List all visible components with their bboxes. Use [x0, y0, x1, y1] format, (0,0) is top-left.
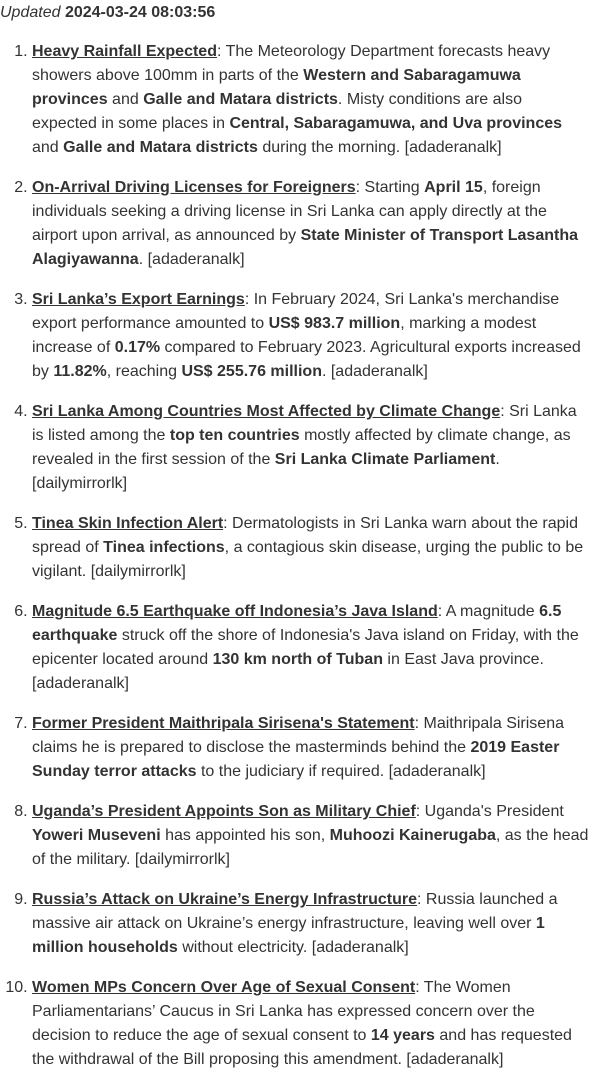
news-headline-link[interactable]: Magnitude 6.5 Earthquake off Indonesia’s… [32, 603, 438, 620]
news-highlight: 1 million households [32, 915, 545, 956]
news-text: in East Java province. [adaderanalk] [32, 651, 544, 692]
news-highlight: 14 years [370, 1027, 435, 1044]
news-text: : Russia launched a massive air attack o… [32, 891, 558, 932]
news-text: compared to February 2023. Agricultural … [32, 339, 581, 380]
news-text: , marking a modest increase of [32, 315, 537, 356]
news-highlight: Galle and Matara districts [63, 139, 258, 156]
news-item: Heavy Rainfall Expected: The Meteorology… [32, 40, 590, 160]
news-text: : The Women Parliamentarians’ Caucus in … [32, 979, 535, 1044]
news-text: : Uganda's President [415, 803, 564, 820]
news-text: and [32, 139, 64, 156]
news-text: : The Meteorology Department forecasts h… [32, 43, 551, 84]
news-text: . [adaderanalk] [138, 251, 245, 268]
news-text: , a contagious skin disease, urging the … [32, 539, 584, 580]
news-headline-link[interactable]: Women MPs Concern Over Age of Sexual Con… [32, 979, 416, 996]
news-highlight: Western and Sabaragamuwa provinces [32, 67, 521, 108]
news-highlight: top ten countries [169, 427, 300, 444]
news-list: Heavy Rainfall Expected: The Meteorology… [0, 40, 590, 1072]
news-highlight: 6.5 earthquake [32, 603, 562, 644]
news-text: has appointed his son, [160, 827, 330, 844]
news-item: Women MPs Concern Over Age of Sexual Con… [32, 976, 590, 1072]
news-highlight: Tinea infections [103, 539, 225, 556]
news-headline-link[interactable]: Sri Lanka Among Countries Most Affected … [32, 403, 501, 420]
news-item: Sri Lanka Among Countries Most Affected … [32, 400, 590, 496]
news-headline-link[interactable]: Tinea Skin Infection Alert [32, 515, 224, 532]
news-text: : Starting [355, 179, 425, 196]
news-item: Tinea Skin Infection Alert: Dermatologis… [32, 512, 590, 584]
news-headline-link[interactable]: Uganda’s President Appoints Son as Milit… [32, 803, 416, 820]
news-text: without electricity. [adaderanalk] [177, 939, 409, 956]
update-timestamp-line: Updated 2024-03-24 08:03:56 [0, 1, 215, 25]
news-text: and has requested the withdrawal of the … [32, 1027, 572, 1068]
news-text: , as the head of the military. [dailymir… [32, 827, 589, 868]
news-highlight: State Minister of Transport Lasantha Ala… [32, 227, 578, 268]
updated-timestamp: 2024-03-24 08:03:56 [64, 4, 216, 21]
news-highlight: Galle and Matara districts [143, 91, 338, 108]
news-text: . Misty conditions are also expected in … [32, 91, 522, 132]
news-highlight: Yoweri Museveni [32, 827, 161, 844]
news-highlight: 2019 Easter Sunday terror attacks [32, 739, 560, 780]
news-highlight: Muhoozi Kainerugaba [329, 827, 496, 844]
news-item: Russia’s Attack on Ukraine’s Energy Infr… [32, 888, 590, 960]
news-text: : Maithripala Sirisena claims he is prep… [32, 715, 564, 756]
updated-label: Updated [0, 4, 61, 21]
news-item: On-Arrival Driving Licenses for Foreigne… [32, 176, 590, 272]
news-headline-link[interactable]: Former President Maithripala Sirisena's … [32, 715, 415, 732]
news-text: : Sri Lanka is listed among the [32, 403, 577, 444]
news-highlight: US$ 255.76 million [181, 363, 322, 380]
news-text: , foreign individuals seeking a driving … [32, 179, 547, 244]
news-item: Former President Maithripala Sirisena's … [32, 712, 590, 784]
news-text: : Dermatologists in Sri Lanka warn about… [32, 515, 579, 556]
news-headline-link[interactable]: On-Arrival Driving Licenses for Foreigne… [32, 179, 356, 196]
news-text: . [dailymirrorlk] [32, 451, 500, 492]
news-text: during the morning. [adaderanalk] [257, 139, 502, 156]
news-highlight: 130 km north of Tuban [212, 651, 383, 668]
news-item: Sri Lanka’s Export Earnings: In February… [32, 288, 590, 384]
news-highlight: 11.82% [53, 363, 107, 380]
news-text: mostly affected by climate change, as re… [32, 427, 571, 468]
news-text: to the judiciary if required. [adaderana… [196, 763, 486, 780]
news-text: struck off the shore of Indonesia's Java… [32, 627, 579, 668]
news-highlight: US$ 983.7 million [268, 315, 401, 332]
news-headline-link[interactable]: Heavy Rainfall Expected [32, 43, 217, 60]
news-highlight: April 15 [424, 179, 483, 196]
news-text: : A magnitude [437, 603, 540, 620]
news-text: . [adaderanalk] [321, 363, 428, 380]
news-text: , reaching [106, 363, 182, 380]
news-text: : In February 2024, Sri Lanka's merchand… [32, 291, 560, 332]
news-item: Magnitude 6.5 Earthquake off Indonesia’s… [32, 600, 590, 696]
news-highlight: 0.17% [114, 339, 161, 356]
news-item: Uganda’s President Appoints Son as Milit… [32, 800, 590, 872]
news-headline-link[interactable]: Sri Lanka’s Export Earnings [32, 291, 245, 308]
news-text: and [107, 91, 144, 108]
news-highlight: Sri Lanka Climate Parliament [274, 451, 496, 468]
news-highlight: Central, Sabaragamuwa, and Uva provinces [229, 115, 563, 132]
news-headline-link[interactable]: Russia’s Attack on Ukraine’s Energy Infr… [32, 891, 418, 908]
